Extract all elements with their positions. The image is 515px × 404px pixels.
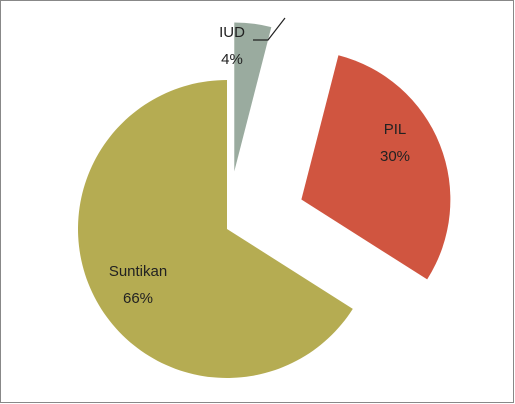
pie-slice [301, 55, 451, 280]
slice-value-label: 4% [221, 51, 243, 68]
slice-label: IUD [219, 24, 245, 41]
leader-line [253, 17, 286, 41]
slice-value-label: 30% [380, 148, 410, 165]
slice-label: PIL [384, 121, 407, 138]
pie-slice [234, 22, 272, 172]
pie-slice [78, 80, 353, 378]
slice-label: Suntikan [109, 263, 167, 280]
slice-value-label: 66% [123, 290, 153, 307]
